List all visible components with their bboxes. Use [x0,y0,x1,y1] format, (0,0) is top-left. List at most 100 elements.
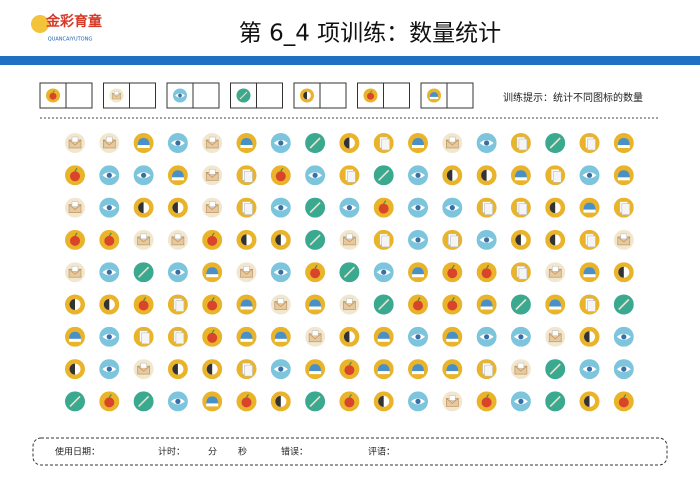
icon [65,391,85,412]
icon [305,197,326,218]
icon [236,133,257,153]
icon [99,391,120,412]
icon [236,165,257,186]
icon [613,229,634,250]
icon [202,391,223,412]
answer-box [319,82,347,109]
answer-box [129,82,156,109]
icon [442,294,463,315]
icon [408,391,428,412]
icon [408,197,428,218]
answer-box [383,82,410,109]
icon [545,197,566,218]
icon [545,229,566,250]
icon [579,294,600,315]
icon [133,197,154,218]
icon [476,359,497,380]
icon [442,229,463,250]
icon [133,133,154,153]
icon [99,294,120,315]
icon [167,262,188,283]
icon [613,326,634,347]
icon [339,229,360,250]
icon [442,391,463,412]
icon [65,165,85,186]
icon [305,326,326,347]
icon [202,229,223,250]
icon [46,88,60,103]
footer-date: 使用日期： [55,446,100,458]
icon [613,133,634,153]
icon [408,165,428,186]
icon [579,359,600,380]
icon [167,133,188,153]
icon [363,88,378,103]
icon [305,165,326,186]
icon [408,326,428,347]
footer-box [32,437,668,466]
icon [339,262,360,283]
icon [270,262,291,283]
icon [305,359,326,380]
icon [339,391,360,412]
icon [202,165,223,186]
icon [476,391,497,412]
footer-comment: 评语： [368,447,395,458]
icon [300,88,314,103]
icon [510,229,531,250]
icon [65,294,85,315]
icon [442,197,463,218]
icon [510,165,531,186]
icon [167,359,188,380]
icon [427,88,441,103]
logo-text: 金彩育童 [45,13,102,30]
icon [202,359,223,380]
icon [510,326,531,347]
icon [373,229,394,250]
icon [270,294,291,315]
icon [442,165,463,186]
title: 第 6_4 项训练：数量统计 [239,21,501,47]
icon [545,294,566,315]
icon [373,133,394,153]
icon [408,229,428,250]
icon [133,262,154,283]
icon [373,165,394,186]
icon [305,294,326,315]
icon [133,326,154,347]
icon [373,262,394,283]
icon [579,326,600,347]
icon [339,359,360,380]
icon [305,391,326,412]
icon [408,262,428,283]
logo-mascot [31,15,49,33]
icon [476,326,497,347]
icon [167,326,188,347]
icon [270,391,291,412]
icon [339,133,360,153]
icon [236,294,257,315]
icon [99,229,120,250]
legend-icon-box [103,82,130,109]
icon [545,326,566,347]
icon [133,294,154,315]
icon [99,262,120,283]
icon [579,262,600,283]
icon [510,262,531,283]
icon [476,133,497,153]
icon [510,133,531,153]
answer-box [65,82,93,109]
icon [236,359,257,380]
icon [99,326,120,347]
footer-second: 秒 [238,446,247,458]
icon [270,359,291,380]
icon [510,294,531,315]
logo: 金彩育童 QUANCAIYUTONG [31,13,102,43]
icon [373,294,394,315]
icon [202,197,223,218]
header-bar [0,56,700,65]
icon [133,391,154,412]
logo-subtext: QUANCAIYUTONG [48,37,93,43]
icon [65,229,85,250]
icon [613,391,634,412]
